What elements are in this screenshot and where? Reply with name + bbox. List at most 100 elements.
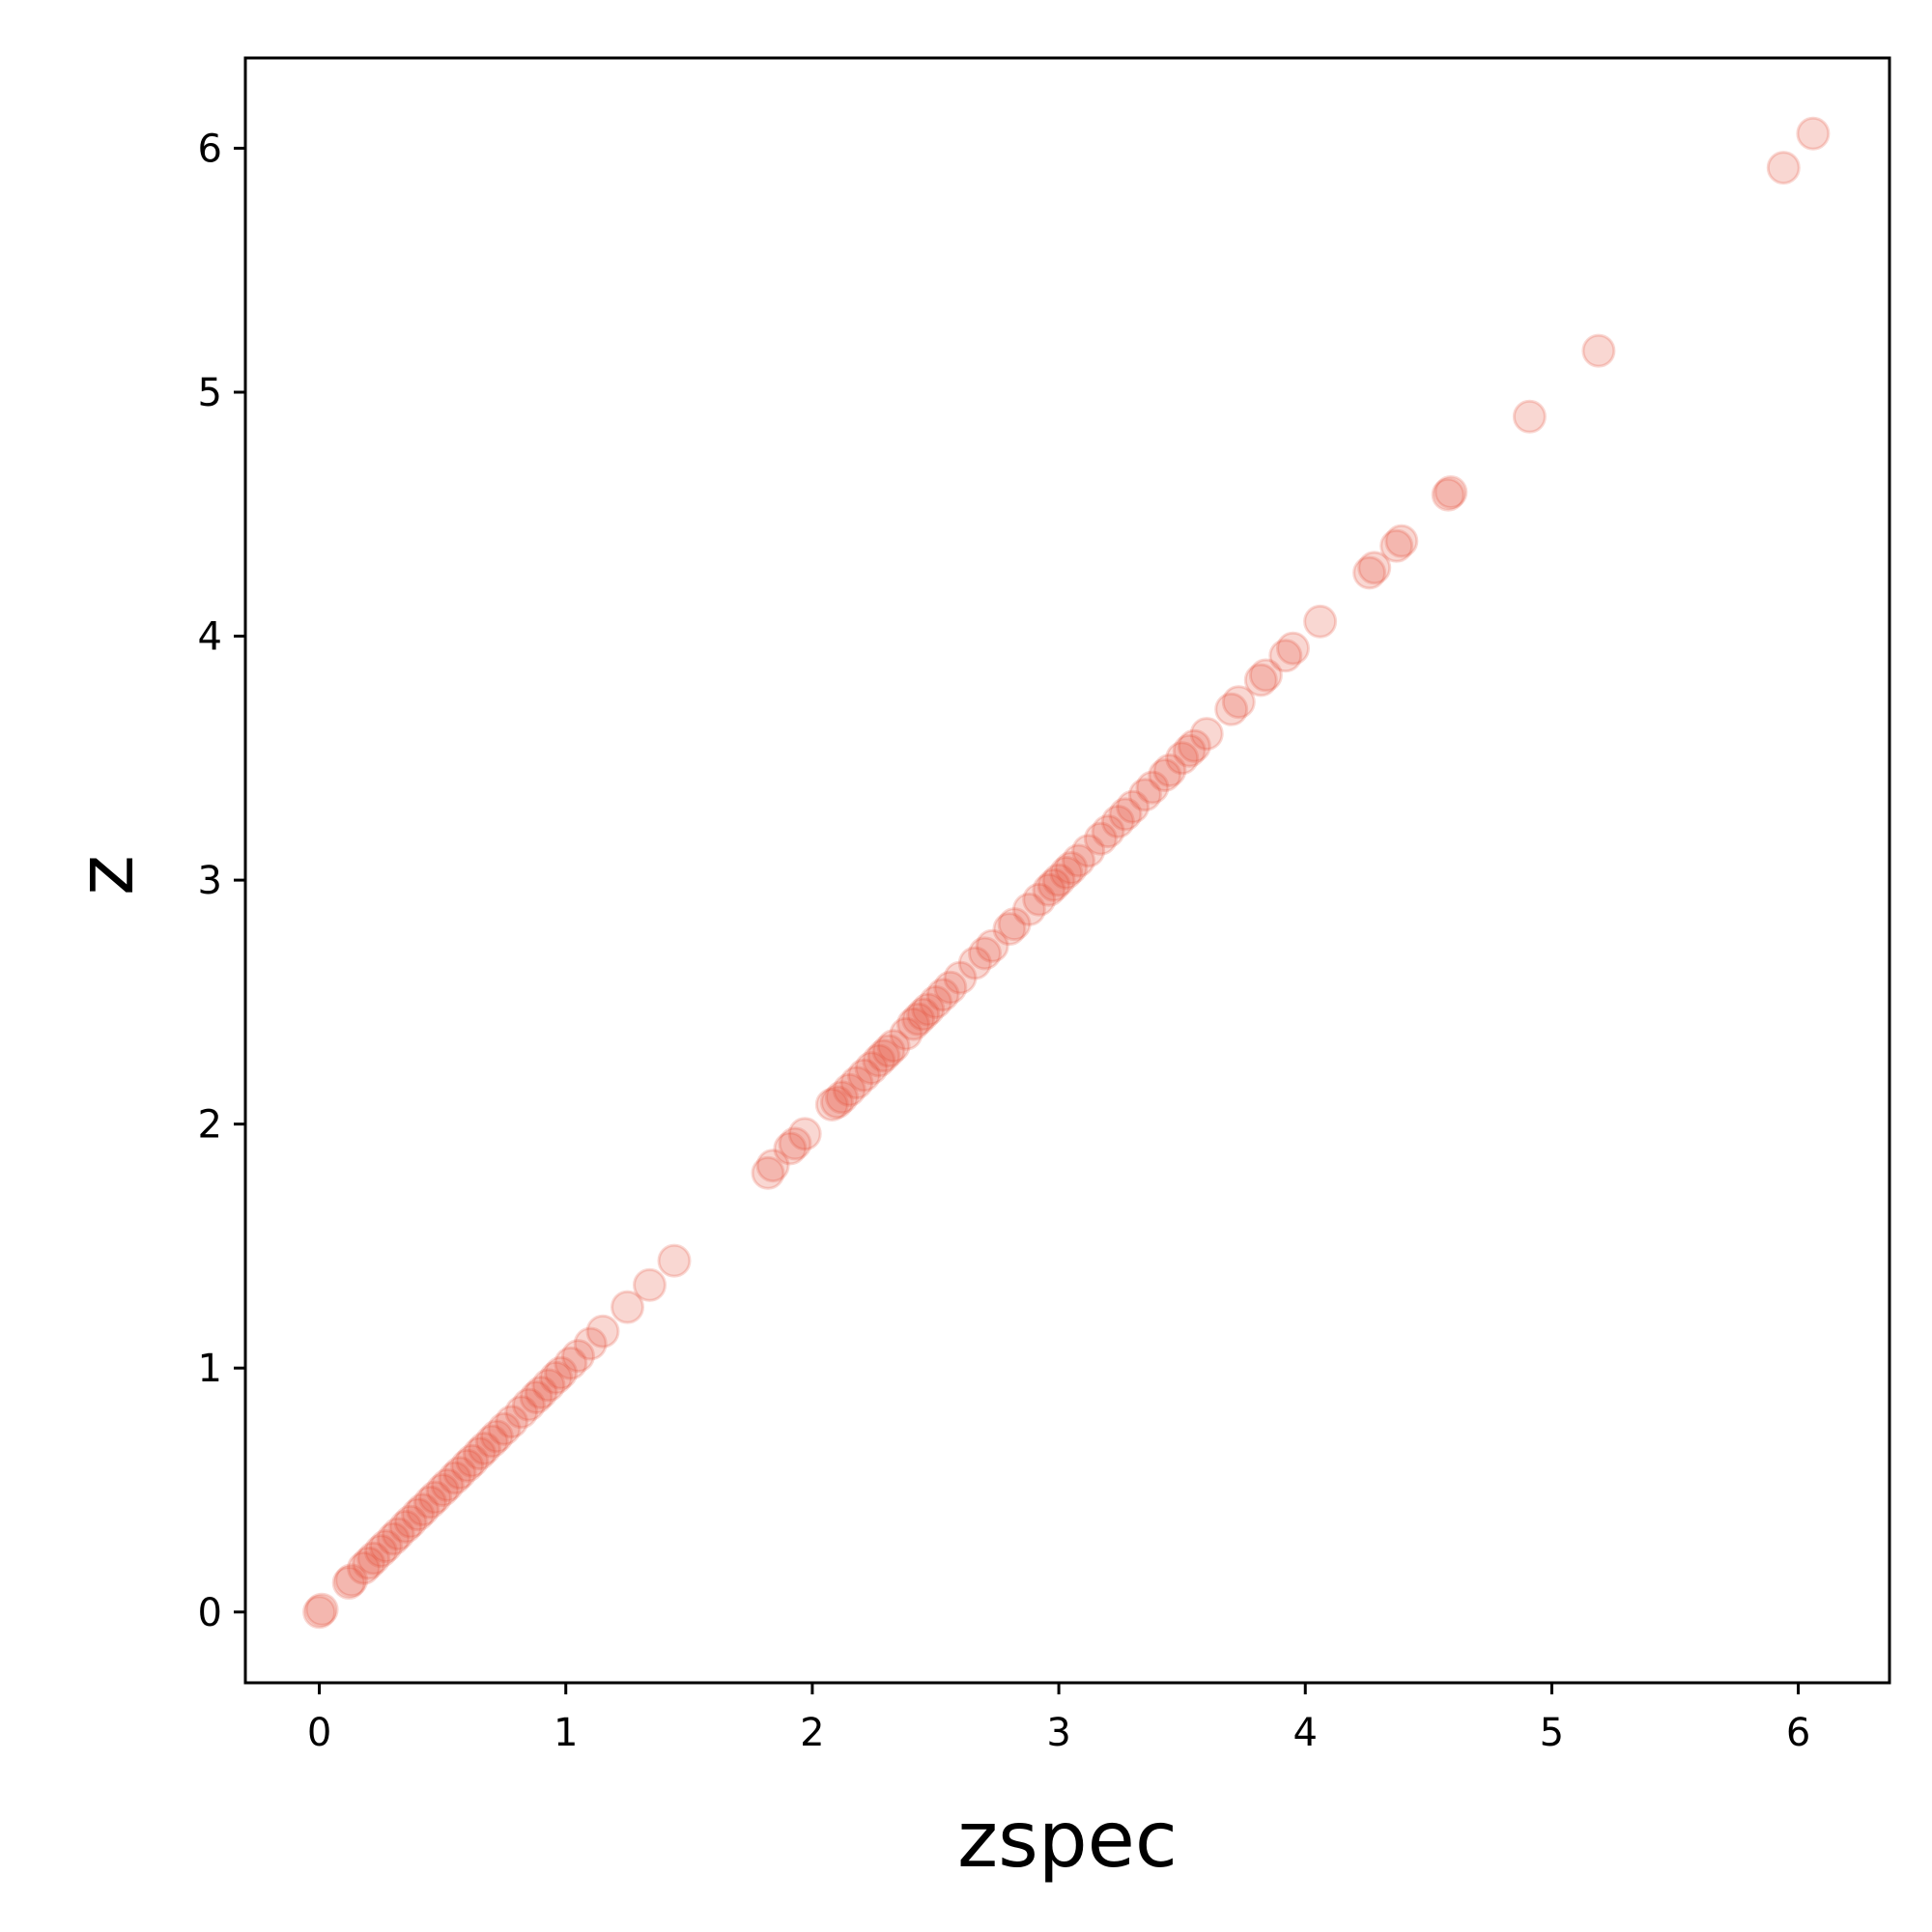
- data-point: [531, 1368, 566, 1403]
- data-point: [1243, 663, 1278, 697]
- data-point: [871, 1034, 906, 1068]
- data-point: [896, 1007, 930, 1041]
- data-point: [406, 1492, 440, 1527]
- data-point: [585, 1314, 620, 1349]
- data-point: [487, 1411, 522, 1446]
- data-point: [479, 1419, 514, 1454]
- data-point: [1037, 867, 1071, 902]
- data-point: [1083, 821, 1118, 856]
- data-point: [997, 907, 1032, 942]
- data-point: [832, 1072, 867, 1107]
- data-point: [455, 1443, 490, 1478]
- data-point: [1022, 882, 1057, 917]
- x-tick-label: 1: [554, 1711, 578, 1755]
- data-point: [1214, 692, 1249, 726]
- data-point: [573, 1326, 608, 1361]
- x-tick-label: 5: [1540, 1711, 1564, 1755]
- data-point: [751, 1155, 785, 1190]
- data-point: [975, 928, 1009, 963]
- data-point: [1172, 733, 1207, 768]
- data-point: [876, 1029, 911, 1064]
- data-point: [1041, 863, 1076, 897]
- y-tick-label: 0: [198, 1591, 222, 1635]
- data-points: [302, 116, 1831, 1630]
- data-point: [778, 1126, 812, 1161]
- data-point: [1276, 631, 1310, 666]
- data-point: [544, 1355, 579, 1390]
- data-point: [381, 1517, 415, 1551]
- data-point: [968, 936, 1002, 971]
- data-point: [1189, 717, 1224, 752]
- data-point: [401, 1497, 436, 1532]
- data-point: [1581, 333, 1616, 368]
- data-point: [352, 1546, 386, 1580]
- data-point: [504, 1395, 539, 1430]
- data-point: [925, 978, 960, 1012]
- x-tick-label: 6: [1786, 1711, 1810, 1755]
- data-point: [1357, 551, 1392, 585]
- data-point: [1148, 758, 1182, 792]
- data-point: [519, 1380, 554, 1414]
- data-point: [1379, 528, 1414, 563]
- data-point: [1512, 399, 1547, 434]
- data-point: [1054, 851, 1089, 885]
- x-tick-label: 4: [1293, 1711, 1318, 1755]
- data-point: [356, 1541, 391, 1576]
- data-point: [495, 1405, 529, 1439]
- data-point: [511, 1387, 546, 1422]
- data-point: [1116, 789, 1151, 824]
- data-point: [418, 1480, 452, 1515]
- data-point: [862, 1043, 896, 1078]
- data-point: [438, 1461, 472, 1495]
- data-point: [611, 1290, 644, 1324]
- data-point: [906, 997, 941, 1032]
- y-tick-label: 6: [198, 127, 222, 171]
- data-point: [889, 1016, 923, 1051]
- data-point: [412, 1485, 447, 1520]
- y-tick-label: 3: [198, 859, 222, 903]
- data-point: [933, 970, 968, 1005]
- data-point: [1434, 475, 1468, 509]
- data-point: [376, 1521, 411, 1556]
- data-point: [819, 1085, 854, 1120]
- data-point: [1011, 892, 1046, 926]
- data-point: [957, 946, 992, 980]
- data-point: [633, 1267, 667, 1302]
- y-tick-label: 5: [198, 371, 222, 415]
- data-point: [1049, 856, 1084, 890]
- data-point: [1127, 778, 1162, 812]
- data-point: [854, 1051, 889, 1086]
- x-axis-ticks: 0 1 2 3 4 5 6: [307, 1683, 1810, 1755]
- data-point: [450, 1448, 485, 1483]
- data-point: [539, 1360, 573, 1395]
- data-point: [1108, 797, 1143, 832]
- data-point: [1431, 477, 1465, 512]
- data-point: [839, 1065, 874, 1100]
- y-tick-label: 4: [198, 615, 222, 660]
- data-point: [302, 1595, 337, 1630]
- data-point: [368, 1529, 403, 1564]
- data-point: [554, 1346, 588, 1380]
- data-point: [442, 1456, 477, 1491]
- data-point: [847, 1058, 881, 1093]
- data-point: [1766, 151, 1801, 185]
- data-point: [1221, 685, 1256, 720]
- data-point: [1796, 116, 1831, 151]
- data-point: [1062, 843, 1095, 878]
- data-point: [1384, 524, 1419, 558]
- data-point: [867, 1038, 901, 1073]
- data-point: [393, 1504, 428, 1539]
- data-point: [1352, 555, 1387, 590]
- data-point: [1071, 834, 1106, 868]
- data-point: [561, 1339, 595, 1374]
- data-point: [468, 1432, 501, 1465]
- data-point: [334, 1563, 369, 1598]
- y-tick-label: 1: [198, 1347, 222, 1391]
- plot-frame: [243, 56, 1891, 1685]
- plot-area: [245, 58, 1889, 1683]
- data-point: [347, 1550, 381, 1585]
- data-point: [943, 960, 978, 995]
- data-point: [901, 1002, 936, 1037]
- data-point: [425, 1473, 460, 1507]
